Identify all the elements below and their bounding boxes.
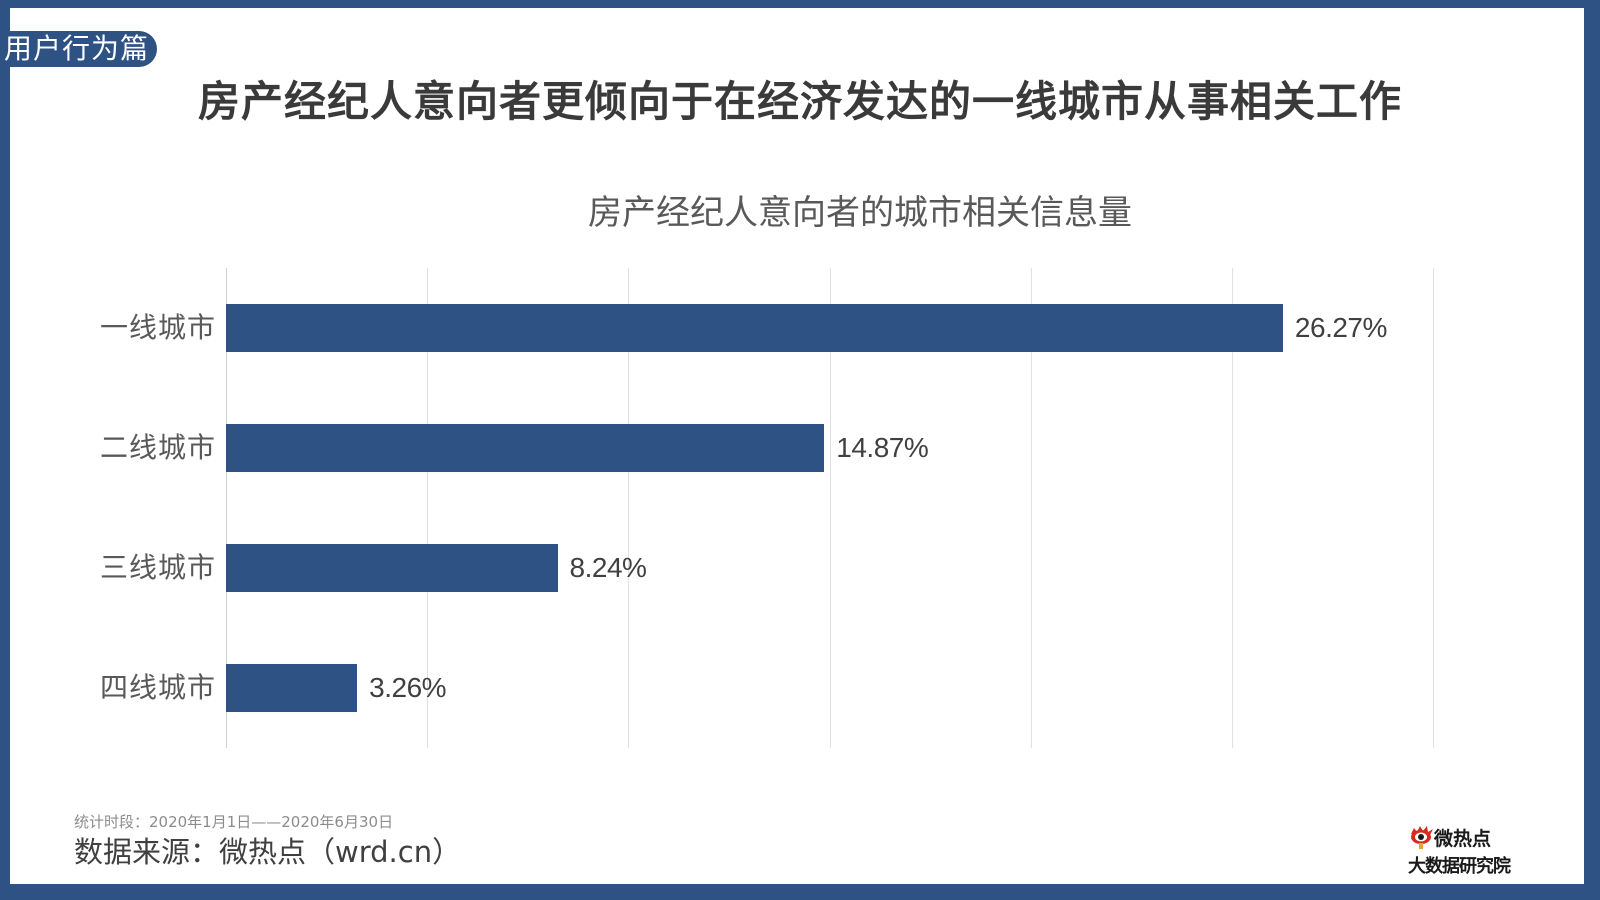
gridline (830, 268, 831, 748)
category-label: 四线城市 (99, 671, 216, 704)
value-label: 26.27% (1294, 312, 1387, 343)
bar-row: 四线城市 3.26% (100, 664, 1434, 712)
eye-logo-icon (1411, 826, 1433, 849)
bar-chart-plot: 一线城市 26.27% 二线城市 14.87% 三线城市 8.24% 四线城市 … (100, 268, 1434, 748)
bar-row: 三线城市 8.24% (100, 544, 1434, 592)
category-label: 一线城市 (99, 311, 216, 344)
bar (226, 304, 1283, 352)
gridline (226, 268, 227, 748)
logo-subtitle: 大数据研究院 (1408, 856, 1511, 877)
bar-row: 一线城市 26.27% (100, 304, 1434, 352)
bar (226, 544, 558, 592)
chart-title: 房产经纪人意向者的城市相关信息量 (588, 193, 1132, 233)
bar (226, 424, 825, 472)
logo-wordmark: 微热点 (1434, 828, 1492, 850)
bar-row: 二线城市 14.87% (100, 424, 1434, 472)
gridline (1433, 268, 1434, 748)
category-label: 二线城市 (99, 431, 216, 464)
value-label: 14.87% (836, 432, 929, 463)
bar (226, 664, 358, 712)
value-label: 8.24% (569, 552, 647, 583)
data-source: 数据来源：微热点（wrd.cn） (74, 835, 462, 869)
value-label: 3.26% (369, 672, 447, 703)
page-headline: 房产经纪人意向者更倾向于在经济发达的一线城市从事相关工作 (197, 77, 1402, 126)
category-label: 三线城市 (99, 551, 216, 584)
gridline (427, 268, 428, 748)
brand-logo: 微热点 大数据研究院 (1408, 824, 1558, 880)
gridline (1232, 268, 1233, 748)
gridline (1031, 268, 1032, 748)
statistics-period: 统计时段：2020年1月1日——2020年6月30日 (74, 813, 394, 831)
gridline (628, 268, 629, 748)
section-tag: 用户行为篇 (0, 31, 158, 67)
